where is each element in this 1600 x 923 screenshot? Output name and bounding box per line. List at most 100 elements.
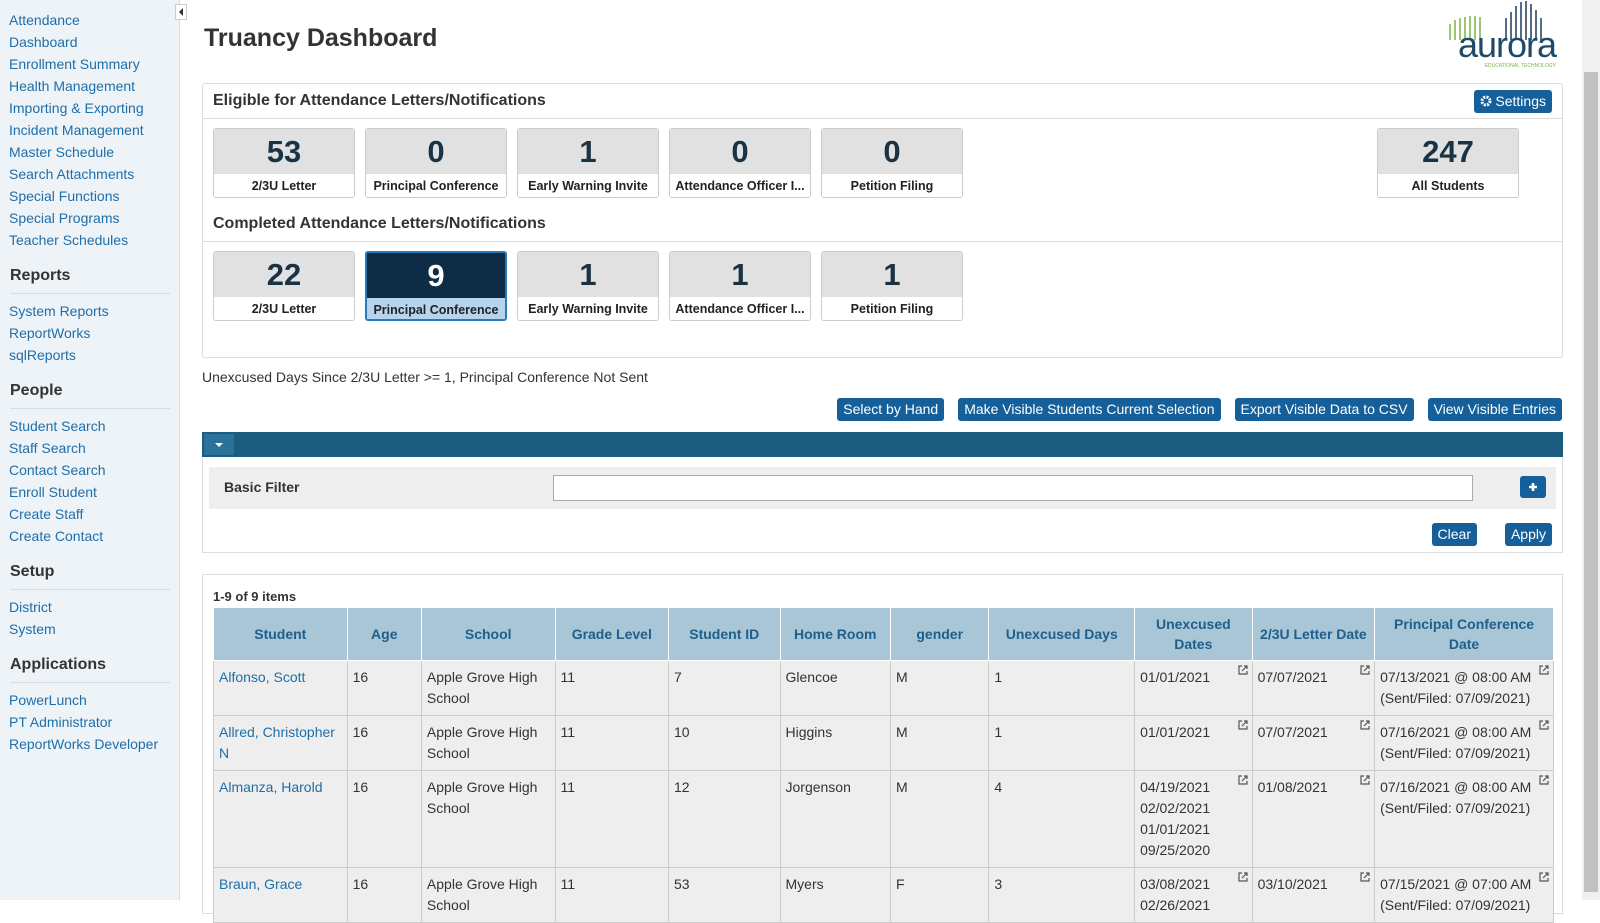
filter-input[interactable] bbox=[553, 475, 1473, 501]
nav-link[interactable]: Search Attachments bbox=[9, 166, 135, 182]
card-label: Principal Conference bbox=[373, 179, 499, 193]
open-icon[interactable] bbox=[1237, 774, 1249, 786]
nav-link[interactable]: System Reports bbox=[9, 303, 109, 319]
nav-link[interactable]: Special Functions bbox=[9, 188, 120, 204]
action-button[interactable]: Make Visible Students Current Selection bbox=[958, 398, 1221, 421]
table-cell: 07/16/2021 @ 08:00 AM (Sent/Filed: 07/09/… bbox=[1374, 715, 1554, 771]
nav-link[interactable]: Special Programs bbox=[9, 210, 120, 226]
table-cell: Alfonso, Scott bbox=[213, 660, 348, 716]
nav-link[interactable]: Attendance bbox=[9, 12, 80, 28]
table-cell: Almanza, Harold bbox=[213, 770, 348, 868]
column-header[interactable]: Principal Conference Date bbox=[1374, 607, 1554, 661]
nav-link[interactable]: PowerLunch bbox=[9, 692, 87, 708]
nav-link[interactable]: Master Schedule bbox=[9, 144, 115, 160]
card-label: Principal Conference bbox=[367, 298, 505, 319]
count-card[interactable]: 1 Early Warning Invite bbox=[517, 128, 659, 198]
count-card[interactable]: 0 Principal Conference bbox=[365, 128, 507, 198]
nav-link[interactable]: Staff Search bbox=[9, 440, 86, 456]
action-button[interactable]: View Visible Entries bbox=[1427, 398, 1562, 421]
card-count: 9 bbox=[367, 253, 505, 298]
cell-line: 01/01/2021 bbox=[1140, 669, 1211, 685]
table-cell: 03/10/2021 bbox=[1251, 867, 1376, 923]
open-icon[interactable] bbox=[1359, 871, 1371, 883]
apply-button[interactable]: Apply bbox=[1504, 523, 1552, 546]
open-icon[interactable] bbox=[1538, 871, 1550, 883]
open-icon[interactable] bbox=[1359, 719, 1371, 731]
nav-link[interactable]: Create Staff bbox=[9, 506, 84, 522]
nav-link[interactable]: Create Contact bbox=[9, 528, 104, 544]
column-header[interactable]: Home Room bbox=[779, 607, 891, 661]
toolbar-dropdown[interactable] bbox=[204, 434, 234, 455]
nav-link[interactable]: Importing & Exporting bbox=[9, 100, 144, 116]
nav-link[interactable]: Dashboard bbox=[9, 34, 78, 50]
nav-link[interactable]: Health Management bbox=[9, 78, 136, 94]
cell-line: (Sent/Filed: 07/09/2021) bbox=[1380, 690, 1531, 706]
filter-row: Basic Filter bbox=[209, 467, 1556, 509]
open-icon[interactable] bbox=[1237, 871, 1249, 883]
settings-button[interactable]: Settings bbox=[1473, 90, 1552, 113]
card-count: 0 bbox=[670, 129, 810, 174]
add-filter-button[interactable] bbox=[1520, 476, 1546, 498]
cell-line: 04/19/2021 bbox=[1140, 779, 1211, 795]
table-cell: 4 bbox=[988, 770, 1136, 868]
column-header[interactable]: 2/3U Letter Date bbox=[1251, 607, 1376, 661]
column-header[interactable]: Grade Level bbox=[554, 607, 670, 661]
table-cell: Glencoe bbox=[779, 660, 891, 716]
count-card[interactable]: 9 Principal Conference bbox=[365, 251, 507, 321]
count-card[interactable]: 1 Attendance Officer I... bbox=[669, 251, 811, 321]
scroll-thumb[interactable] bbox=[1584, 72, 1598, 892]
nav-link[interactable]: Enrollment Summary bbox=[9, 56, 140, 72]
nav-link[interactable]: Enroll Student bbox=[9, 484, 97, 500]
nav-link[interactable]: Incident Management bbox=[9, 122, 144, 138]
table-cell: 12 bbox=[668, 770, 781, 868]
open-icon[interactable] bbox=[1538, 719, 1550, 731]
count-card[interactable]: 0 Attendance Officer I... bbox=[669, 128, 811, 198]
open-icon[interactable] bbox=[1237, 719, 1249, 731]
student-link[interactable]: Alfonso, Scott bbox=[219, 669, 306, 685]
nav-link[interactable]: sqlReports bbox=[9, 347, 76, 363]
clear-button[interactable]: Clear bbox=[1431, 523, 1477, 546]
action-button[interactable]: Export Visible Data to CSV bbox=[1234, 398, 1414, 421]
column-header[interactable]: School bbox=[420, 607, 556, 661]
table-cell: Higgins bbox=[779, 715, 891, 771]
nav-link[interactable]: PT Administrator bbox=[9, 714, 113, 730]
table-cell: 1 bbox=[988, 715, 1136, 771]
open-icon[interactable] bbox=[1359, 774, 1371, 786]
nav-link[interactable]: Student Search bbox=[9, 418, 106, 434]
nav-link[interactable]: ReportWorks bbox=[9, 325, 91, 341]
count-card[interactable]: 22 2/3U Letter bbox=[213, 251, 355, 321]
count-card[interactable]: 53 2/3U Letter bbox=[213, 128, 355, 198]
open-icon[interactable] bbox=[1359, 664, 1371, 676]
open-icon[interactable] bbox=[1237, 664, 1249, 676]
collapse-toggle[interactable] bbox=[175, 4, 187, 20]
table-row: Allred, Christopher N 16 Apple Grove High … bbox=[213, 715, 1554, 771]
count-card[interactable]: 1 Early Warning Invite bbox=[517, 251, 659, 321]
open-icon[interactable] bbox=[1538, 774, 1550, 786]
column-header[interactable]: Unexcused Dates bbox=[1134, 607, 1253, 661]
column-header[interactable]: Student ID bbox=[668, 607, 781, 661]
student-link[interactable]: Almanza, Harold bbox=[219, 779, 323, 795]
column-header[interactable]: Age bbox=[346, 607, 422, 661]
nav-link[interactable]: ReportWorks Developer bbox=[9, 736, 159, 752]
table-cell: 7 bbox=[668, 660, 781, 716]
student-link[interactable]: Braun, Grace bbox=[219, 876, 303, 892]
nav-link[interactable]: District bbox=[9, 599, 52, 615]
nav-link[interactable]: Contact Search bbox=[9, 462, 106, 478]
student-link[interactable]: Allred, Christopher N bbox=[219, 724, 335, 761]
nav-link[interactable]: System bbox=[9, 621, 56, 637]
open-icon[interactable] bbox=[1538, 664, 1550, 676]
table-cell: F bbox=[889, 867, 990, 923]
column-header[interactable]: Student bbox=[213, 607, 348, 661]
column-header[interactable]: Unexcused Days bbox=[988, 607, 1136, 661]
count-card[interactable]: 0 Petition Filing bbox=[821, 128, 963, 198]
count-card[interactable]: 1 Petition Filing bbox=[821, 251, 963, 321]
count-card[interactable]: 247 All Students bbox=[1377, 128, 1519, 198]
logo: aurora EDUCATIONAL TECHNOLOGY bbox=[1449, 0, 1562, 72]
column-header[interactable]: gender bbox=[889, 607, 990, 661]
nav-link[interactable]: Teacher Schedules bbox=[9, 232, 129, 248]
main: Truancy Dashboard aurora EDUCATIONAL TEC… bbox=[202, 0, 1563, 923]
action-button[interactable]: Select by Hand bbox=[837, 398, 945, 421]
section-title: Completed Attendance Letters/Notificatio… bbox=[203, 207, 1562, 242]
card-count: 1 bbox=[822, 252, 962, 297]
grid-toolbar bbox=[202, 432, 1563, 457]
